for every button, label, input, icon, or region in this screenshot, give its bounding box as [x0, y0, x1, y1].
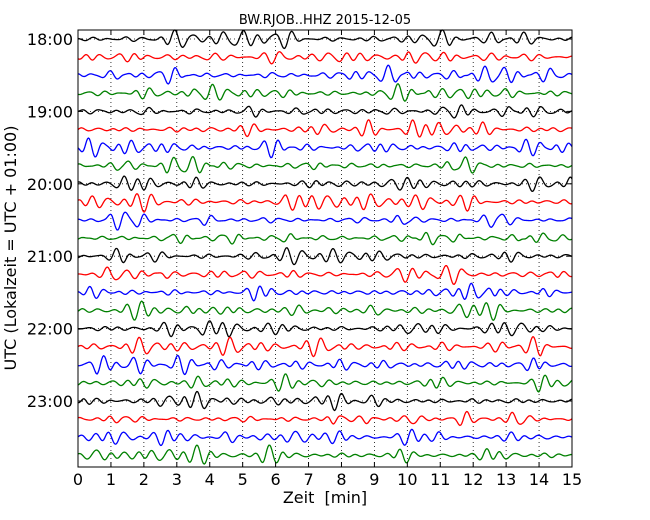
seismic-trace	[77, 119, 573, 138]
seismic-trace	[77, 155, 573, 174]
plot-frame	[77, 29, 573, 468]
seismic-trace	[77, 64, 573, 85]
seismic-trace	[77, 231, 573, 246]
seismic-trace	[77, 264, 573, 285]
seismic-trace	[77, 193, 573, 213]
seismic-trace	[77, 211, 573, 231]
y-axis-ticks: 18:00 19:00 20:00 21:00 22:00 23:00	[27, 30, 572, 411]
y-tick-label: 21:00	[27, 247, 73, 266]
x-tick-label: 13	[496, 470, 516, 489]
x-tick-label: 3	[172, 470, 182, 489]
x-axis-ticks: 0 1 2 3 4 5 6 7 8 9 10 11 12 13 14 15	[73, 30, 582, 489]
chart-title: BW.RJOB..HHZ 2015-12-05	[239, 13, 411, 28]
seismic-trace	[77, 373, 573, 393]
x-tick-label: 5	[238, 470, 248, 489]
y-tick-label: 18:00	[27, 30, 73, 49]
seismic-trace	[77, 247, 573, 266]
x-tick-label: 11	[430, 470, 450, 489]
x-tick-label: 7	[303, 470, 313, 489]
seismic-trace	[77, 175, 573, 193]
seismic-trace	[77, 336, 573, 358]
x-tick-label: 0	[73, 470, 83, 489]
y-tick-label: 19:00	[27, 102, 73, 121]
seismic-trace	[77, 320, 573, 338]
x-tick-label: 4	[205, 470, 215, 489]
y-tick-label: 20:00	[27, 175, 73, 194]
seismic-trace	[77, 104, 573, 119]
grid-lines	[78, 30, 572, 467]
seismic-trace	[77, 51, 573, 65]
seismic-trace	[77, 137, 573, 159]
x-tick-label: 12	[463, 470, 483, 489]
x-tick-label: 10	[397, 470, 417, 489]
x-tick-label: 9	[369, 470, 379, 489]
seismic-trace	[77, 354, 573, 376]
y-tick-label: 23:00	[27, 392, 73, 411]
plot-background	[78, 30, 572, 467]
seismic-trace	[77, 29, 573, 50]
x-tick-label: 14	[529, 470, 549, 489]
seismic-trace	[77, 410, 573, 427]
seismic-trace	[77, 300, 573, 321]
seismic-trace	[77, 390, 573, 412]
seismic-trace	[77, 282, 573, 302]
seismic-trace	[77, 444, 572, 465]
x-tick-label: 2	[139, 470, 149, 489]
x-axis-label: Zeit [min]	[283, 488, 367, 507]
x-tick-label: 1	[106, 470, 116, 489]
seismic-trace	[77, 83, 573, 102]
x-tick-label: 6	[271, 470, 281, 489]
y-tick-label: 22:00	[27, 320, 73, 339]
y-axis-label: UTC (Lokalzeit = UTC + 01:00)	[1, 126, 20, 371]
x-tick-label: 15	[562, 470, 582, 489]
x-tick-label: 8	[336, 470, 346, 489]
seismic-trace	[77, 428, 573, 447]
traces	[77, 29, 573, 465]
